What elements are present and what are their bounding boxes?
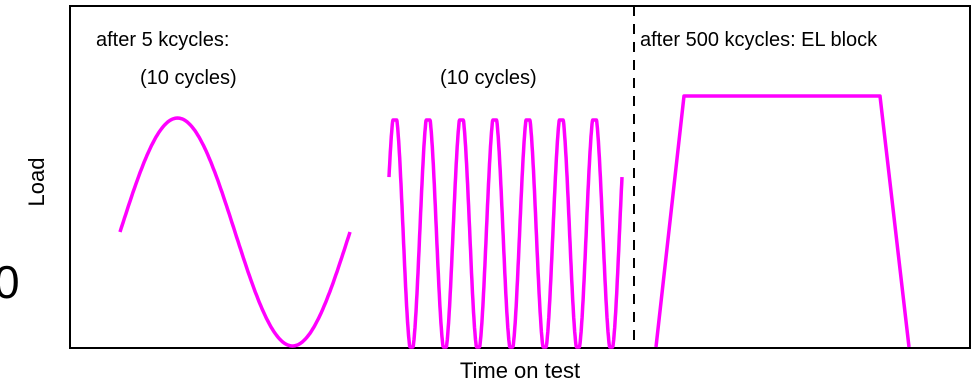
x-axis-label: Time on test bbox=[460, 358, 580, 383]
annotation-section-3-line-1: after 500 kcycles: EL block bbox=[640, 29, 878, 51]
plot-frame bbox=[69, 5, 971, 349]
annotation-section-2-line-1: (10 cycles) bbox=[440, 67, 537, 89]
waveform-section-2 bbox=[387, 118, 624, 349]
y-axis-label: Load bbox=[24, 158, 49, 207]
annotation-section-1-line-1: after 5 kcycles: bbox=[96, 29, 229, 51]
annotation-section-1-line-2: (10 cycles) bbox=[140, 67, 237, 89]
waveform-section-3 bbox=[654, 94, 911, 348]
stray-digit: 0 bbox=[0, 256, 20, 308]
waveform-section-1 bbox=[118, 116, 352, 348]
